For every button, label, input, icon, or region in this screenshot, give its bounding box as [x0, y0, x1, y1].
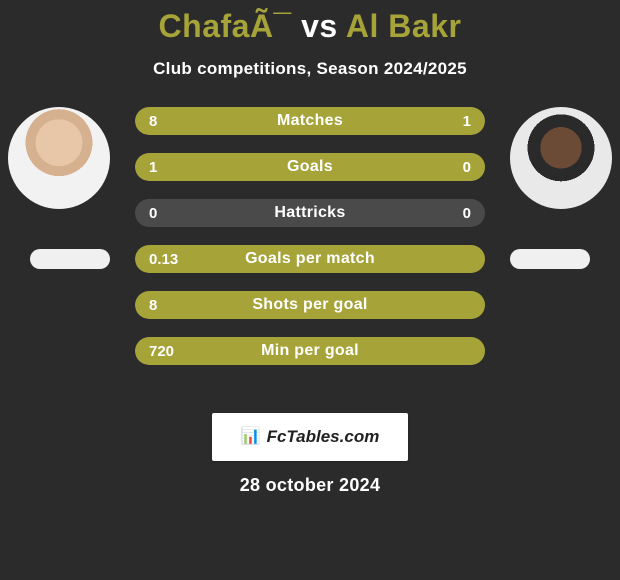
player-left-chip	[30, 249, 110, 269]
chart-icon: 📊	[241, 429, 261, 445]
stat-label: Goals	[135, 153, 485, 181]
title-vs: vs	[301, 8, 338, 44]
stat-row: 10Goals	[135, 153, 485, 181]
watermark: 📊 FcTables.com	[212, 413, 408, 461]
stat-row: 0.13Goals per match	[135, 245, 485, 273]
date-label: 28 october 2024	[0, 475, 620, 496]
title-player-right: Al Bakr	[346, 8, 462, 44]
stat-label: Goals per match	[135, 245, 485, 273]
player-right-avatar	[510, 107, 612, 209]
stat-row: 720Min per goal	[135, 337, 485, 365]
stat-row: 00Hattricks	[135, 199, 485, 227]
stat-label: Shots per goal	[135, 291, 485, 319]
stat-bars: 81Matches 10Goals 00Hattricks 0.13Goals per…	[135, 107, 485, 383]
stat-label: Matches	[135, 107, 485, 135]
comparison-stage: 81Matches 10Goals 00Hattricks 0.13Goals per…	[0, 107, 620, 397]
subtitle: Club competitions, Season 2024/2025	[0, 59, 620, 79]
avatar-placeholder-icon	[510, 107, 612, 209]
player-left-avatar	[8, 107, 110, 209]
page-title: ChafaÃ¯ vs Al Bakr	[0, 0, 620, 45]
title-player-left: ChafaÃ¯	[159, 8, 292, 44]
stat-label: Hattricks	[135, 199, 485, 227]
comparison-infographic: ChafaÃ¯ vs Al Bakr Club competitions, Se…	[0, 0, 620, 580]
stat-row: 81Matches	[135, 107, 485, 135]
avatar-placeholder-icon	[8, 107, 110, 209]
player-right-chip	[510, 249, 590, 269]
stat-row: 8Shots per goal	[135, 291, 485, 319]
stat-label: Min per goal	[135, 337, 485, 365]
watermark-text: FcTables.com	[267, 427, 380, 447]
